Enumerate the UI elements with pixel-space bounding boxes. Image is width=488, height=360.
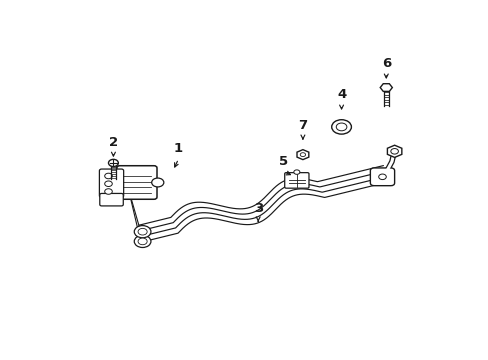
FancyBboxPatch shape [100, 193, 123, 206]
FancyBboxPatch shape [284, 173, 308, 188]
Circle shape [151, 178, 163, 187]
Circle shape [293, 170, 299, 174]
Circle shape [134, 226, 151, 238]
Text: 6: 6 [381, 57, 390, 69]
Text: 3: 3 [253, 202, 262, 215]
Circle shape [134, 235, 151, 247]
Circle shape [138, 238, 147, 245]
Text: 7: 7 [298, 119, 307, 132]
Polygon shape [296, 150, 308, 159]
Circle shape [138, 228, 147, 235]
FancyBboxPatch shape [369, 168, 394, 186]
Circle shape [336, 123, 346, 131]
Text: 1: 1 [174, 143, 183, 156]
Circle shape [104, 189, 112, 194]
Circle shape [104, 173, 112, 179]
Circle shape [104, 181, 112, 186]
Text: 2: 2 [109, 135, 118, 149]
Circle shape [378, 174, 386, 180]
Circle shape [300, 153, 305, 157]
Circle shape [390, 149, 398, 154]
Circle shape [108, 159, 118, 167]
Text: 5: 5 [279, 156, 288, 168]
FancyBboxPatch shape [117, 166, 157, 199]
Polygon shape [386, 145, 401, 157]
Polygon shape [380, 84, 391, 91]
Text: 4: 4 [336, 89, 346, 102]
FancyBboxPatch shape [99, 169, 123, 197]
Circle shape [331, 120, 351, 134]
